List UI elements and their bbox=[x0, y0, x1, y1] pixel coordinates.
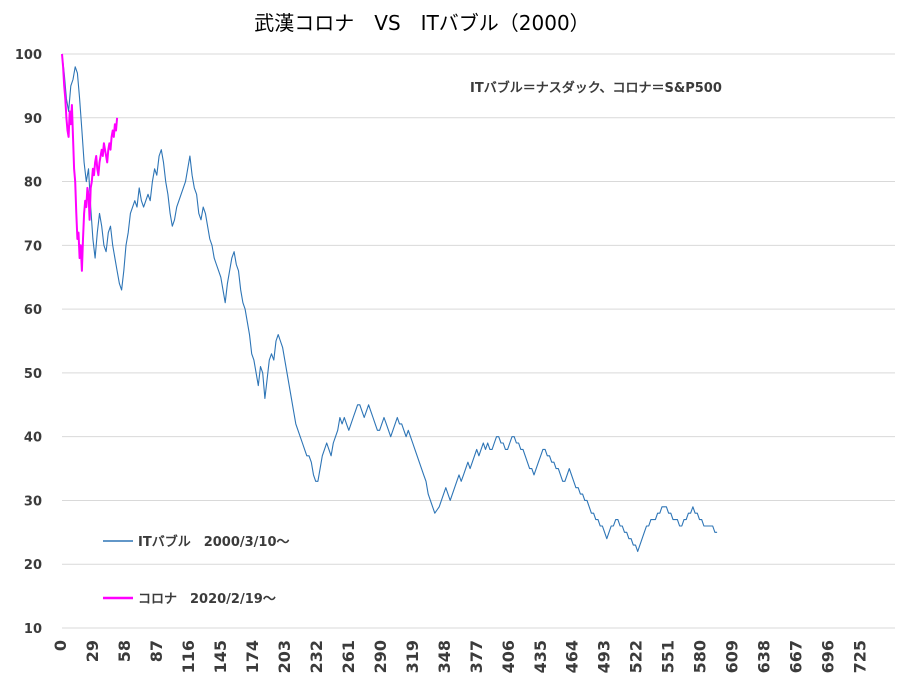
x-tick-label: 174 bbox=[243, 640, 262, 673]
y-axis: 10 20 30 40 50 60 70 80 90 100 bbox=[15, 48, 42, 637]
y-tick-label: 30 bbox=[24, 494, 42, 509]
x-tick-label: 493 bbox=[595, 640, 614, 673]
y-tick-label: 40 bbox=[24, 431, 42, 446]
x-tick-label: 116 bbox=[179, 640, 198, 673]
x-axis: 0 29 58 87 116 145 174 203 232 261 290 319 348 377 406… bbox=[51, 640, 870, 673]
x-tick-label: 203 bbox=[275, 640, 294, 673]
series-line-itbubble bbox=[61, 53, 718, 553]
x-tick-label: 435 bbox=[531, 640, 550, 673]
x-tick-label: 551 bbox=[659, 640, 678, 673]
x-tick-label: 29 bbox=[83, 640, 102, 662]
x-tick-label: 406 bbox=[499, 640, 518, 673]
x-tick-label: 522 bbox=[627, 640, 646, 673]
chart-annotation: ITバブル＝ナスダック、コロナ＝S&P500 bbox=[470, 80, 722, 96]
series-lines bbox=[61, 53, 718, 553]
y-tick-label: 20 bbox=[24, 558, 42, 573]
x-tick-label: 638 bbox=[755, 640, 774, 673]
x-tick-label: 232 bbox=[307, 640, 326, 673]
x-tick-label: 348 bbox=[435, 640, 454, 673]
chart-title: 武漢コロナ VS ITバブル（2000） bbox=[254, 11, 589, 35]
x-tick-label: 58 bbox=[115, 640, 134, 662]
y-tick-label: 70 bbox=[24, 239, 42, 254]
y-tick-label: 60 bbox=[24, 303, 42, 318]
x-tick-label: 377 bbox=[467, 640, 486, 673]
x-tick-label: 145 bbox=[211, 640, 230, 673]
x-tick-label: 290 bbox=[371, 640, 390, 673]
y-tick-label: 90 bbox=[24, 112, 42, 127]
x-tick-label: 696 bbox=[819, 640, 838, 673]
grid bbox=[62, 53, 895, 629]
y-tick-label: 100 bbox=[15, 48, 42, 63]
x-tick-label: 580 bbox=[691, 640, 710, 673]
x-tick-label: 464 bbox=[563, 640, 582, 673]
y-tick-label: 50 bbox=[24, 367, 42, 382]
x-tick-label: 609 bbox=[723, 640, 742, 673]
series-line-corona bbox=[61, 53, 119, 272]
y-tick-label: 10 bbox=[24, 622, 42, 637]
x-tick-label: 0 bbox=[51, 640, 70, 651]
x-tick-label: 667 bbox=[787, 640, 806, 673]
legend: ITバブル 2000/3/10～ コロナ 2020/2/19～ bbox=[103, 534, 290, 607]
x-tick-label: 87 bbox=[147, 640, 166, 662]
x-tick-label: 725 bbox=[851, 640, 870, 673]
x-tick-label: 319 bbox=[403, 640, 422, 673]
legend-label-itbubble: ITバブル 2000/3/10～ bbox=[138, 534, 290, 550]
x-tick-label: 261 bbox=[339, 640, 358, 673]
y-tick-label: 80 bbox=[24, 176, 42, 191]
legend-label-corona: コロナ 2020/2/19～ bbox=[138, 592, 276, 607]
